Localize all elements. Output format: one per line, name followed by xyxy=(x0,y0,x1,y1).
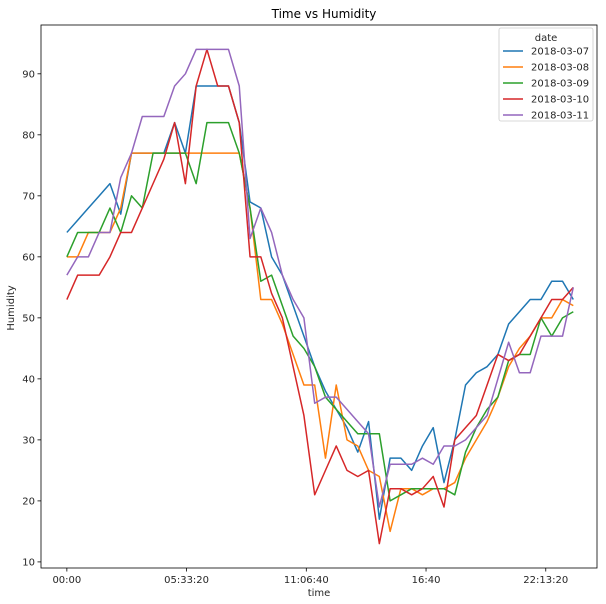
y-axis-label: Humidity xyxy=(6,285,17,330)
y-tick-label: 10 xyxy=(22,557,35,568)
legend-entry-2018-03-07: 2018-03-07 xyxy=(531,47,589,58)
x-tick-label: 22:13:20 xyxy=(523,575,568,586)
series-line-2018-03-09 xyxy=(66,121,574,502)
x-tick-label: 00:00 xyxy=(52,575,81,586)
x-tick-label: 11:06:40 xyxy=(284,575,329,586)
legend-entry-2018-03-09: 2018-03-09 xyxy=(531,79,589,90)
y-tick-label: 80 xyxy=(22,130,35,141)
x-axis-label: time xyxy=(308,588,331,599)
y-tick-label: 30 xyxy=(22,435,35,446)
legend-entry-2018-03-08: 2018-03-08 xyxy=(531,63,589,74)
y-tick-label: 40 xyxy=(22,374,35,385)
series-line-2018-03-11 xyxy=(66,48,575,508)
plot-area: 10 20 30 40 50 60 70 80 90 00:00 05:33:20 11:06:40 1… xyxy=(22,24,598,586)
series-line-2018-03-07 xyxy=(66,85,574,520)
y-tick-label: 90 xyxy=(22,69,35,80)
series-line-2018-03-10 xyxy=(66,48,574,545)
chart-title: Time vs Humidity xyxy=(271,7,377,21)
y-tick-label: 20 xyxy=(22,496,35,507)
legend-entry-2018-03-10: 2018-03-10 xyxy=(531,95,589,106)
y-tick-label: 70 xyxy=(22,191,35,202)
x-tick-label: 16:40 xyxy=(412,575,441,586)
y-tick-label: 50 xyxy=(22,313,35,324)
legend: date 2018-03-07 2018-03-08 2018-03-09 2018-0… xyxy=(498,27,594,122)
legend-title: date xyxy=(535,33,558,44)
plot-frame xyxy=(40,24,598,569)
series-line-2018-03-08 xyxy=(66,152,574,533)
y-tick-label: 60 xyxy=(22,252,35,263)
x-tick-label: 05:33:20 xyxy=(164,575,209,586)
legend-entry-2018-03-11: 2018-03-11 xyxy=(531,111,589,122)
